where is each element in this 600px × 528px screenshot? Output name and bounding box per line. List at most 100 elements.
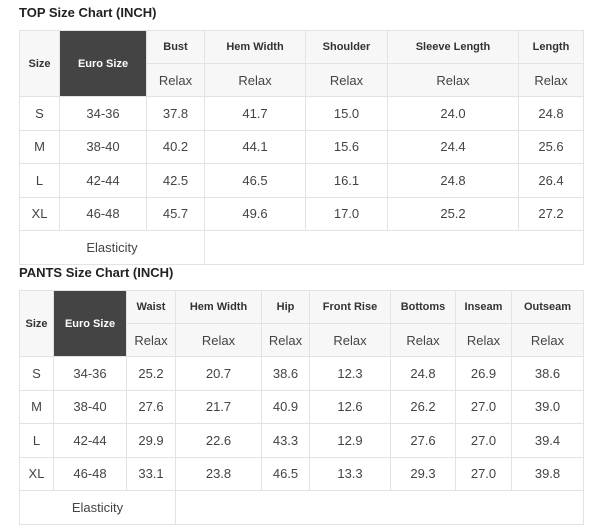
table-row: M 38-40 40.2 44.1 15.6 24.4 25.6 <box>19 129 584 164</box>
table-cell: 27.0 <box>455 456 512 491</box>
table-cell: 29.3 <box>390 456 456 491</box>
table-cell: 39.8 <box>511 456 584 491</box>
table-cell: 12.6 <box>309 389 391 424</box>
table-cell: 38.6 <box>261 356 310 391</box>
table-cell: 27.6 <box>126 389 176 424</box>
column-header: Bottoms <box>390 290 456 324</box>
table-cell: 29.9 <box>126 423 176 458</box>
subheader-cell: Relax <box>261 323 310 357</box>
elasticity-value <box>204 230 584 265</box>
table-cell: 27.2 <box>518 196 584 231</box>
table-cell: 12.9 <box>309 423 391 458</box>
table-cell: 24.0 <box>387 96 519 131</box>
table-cell: 38.6 <box>511 356 584 391</box>
subheader-cell: Relax <box>305 63 388 97</box>
column-header: Hem Width <box>204 30 306 64</box>
pants-size-chart-title: PANTS Size Chart (INCH) <box>19 265 174 280</box>
table-cell: 27.0 <box>455 423 512 458</box>
column-header: Shoulder <box>305 30 388 64</box>
elasticity-value <box>175 490 584 525</box>
table-cell: XL <box>19 456 54 491</box>
column-header: Hip <box>261 290 310 324</box>
column-header: Sleeve Length <box>387 30 519 64</box>
subheader-cell: Relax <box>511 323 584 357</box>
table-cell: 26.4 <box>518 163 584 198</box>
table-cell: XL <box>19 196 60 231</box>
table-cell: 33.1 <box>126 456 176 491</box>
table-cell: 41.7 <box>204 96 306 131</box>
table-cell: 24.4 <box>387 129 519 164</box>
column-header: Front Rise <box>309 290 391 324</box>
table-cell: M <box>19 129 60 164</box>
table-cell: 23.8 <box>175 456 262 491</box>
column-header: Euro Size <box>53 290 127 357</box>
header-row: Size Euro Size Bust Hem Width Shoulder Sleeve… <box>19 30 584 97</box>
table-cell: 24.8 <box>390 356 456 391</box>
column-header: Inseam <box>455 290 512 324</box>
column-header: Outseam <box>511 290 584 324</box>
table-cell: L <box>19 163 60 198</box>
column-header: Hem Width <box>175 290 262 324</box>
elasticity-row: Elasticity <box>19 490 584 525</box>
elasticity-label: Elasticity <box>19 490 176 525</box>
column-header: Euro Size <box>59 30 147 97</box>
table-cell: 42.5 <box>146 163 205 198</box>
table-cell: 46-48 <box>59 196 147 231</box>
elasticity-row: Elasticity <box>19 230 584 265</box>
table-cell: 24.8 <box>518 96 584 131</box>
table-cell: 24.8 <box>387 163 519 198</box>
table-row: M 38-40 27.6 21.7 40.9 12.6 26.2 27.0 39.0 <box>19 389 584 424</box>
table-row: S 34-36 37.8 41.7 15.0 24.0 24.8 <box>19 96 584 131</box>
table-cell: 34-36 <box>53 356 127 391</box>
table-row: L 42-44 42.5 46.5 16.1 24.8 26.4 <box>19 163 584 198</box>
elasticity-label: Elasticity <box>19 230 205 265</box>
table-cell: 15.0 <box>305 96 388 131</box>
table-cell: L <box>19 423 54 458</box>
subheader-cell: Relax <box>204 63 306 97</box>
column-header: Bust <box>146 30 205 64</box>
table-cell: 20.7 <box>175 356 262 391</box>
header-row: Size Euro Size Waist Hem Width Hip Front Rise… <box>19 290 584 357</box>
table-cell: 40.9 <box>261 389 310 424</box>
table-cell: S <box>19 96 60 131</box>
table-cell: 15.6 <box>305 129 388 164</box>
table-cell: 34-36 <box>59 96 147 131</box>
table-cell: 39.4 <box>511 423 584 458</box>
top-size-table: Size Euro Size Bust Hem Width Shoulder Sleeve… <box>19 30 584 265</box>
subheader-cell: Relax <box>175 323 262 357</box>
table-cell: 46.5 <box>261 456 310 491</box>
subheader-cell: Relax <box>455 323 512 357</box>
column-header: Size <box>19 30 60 97</box>
table-cell: 45.7 <box>146 196 205 231</box>
table-cell: 46-48 <box>53 456 127 491</box>
table-cell: 17.0 <box>305 196 388 231</box>
table-cell: 12.3 <box>309 356 391 391</box>
table-cell: 42-44 <box>59 163 147 198</box>
table-cell: 13.3 <box>309 456 391 491</box>
table-cell: 46.5 <box>204 163 306 198</box>
table-cell: 26.2 <box>390 389 456 424</box>
table-row: S 34-36 25.2 20.7 38.6 12.3 24.8 26.9 38.6 <box>19 356 584 391</box>
table-cell: 37.8 <box>146 96 205 131</box>
table-cell: 16.1 <box>305 163 388 198</box>
table-cell: 42-44 <box>53 423 127 458</box>
column-header: Length <box>518 30 584 64</box>
table-cell: 26.9 <box>455 356 512 391</box>
table-cell: 21.7 <box>175 389 262 424</box>
table-cell: 43.3 <box>261 423 310 458</box>
table-row: L 42-44 29.9 22.6 43.3 12.9 27.6 27.0 39.4 <box>19 423 584 458</box>
table-cell: 25.2 <box>126 356 176 391</box>
table-cell: 25.6 <box>518 129 584 164</box>
table-cell: 22.6 <box>175 423 262 458</box>
table-cell: 44.1 <box>204 129 306 164</box>
table-cell: S <box>19 356 54 391</box>
subheader-cell: Relax <box>387 63 519 97</box>
top-size-chart-title: TOP Size Chart (INCH) <box>19 5 157 20</box>
table-cell: 40.2 <box>146 129 205 164</box>
column-header: Waist <box>126 290 176 324</box>
table-cell: 27.0 <box>455 389 512 424</box>
subheader-cell: Relax <box>518 63 584 97</box>
subheader-cell: Relax <box>146 63 205 97</box>
subheader-cell: Relax <box>309 323 391 357</box>
subheader-cell: Relax <box>126 323 176 357</box>
